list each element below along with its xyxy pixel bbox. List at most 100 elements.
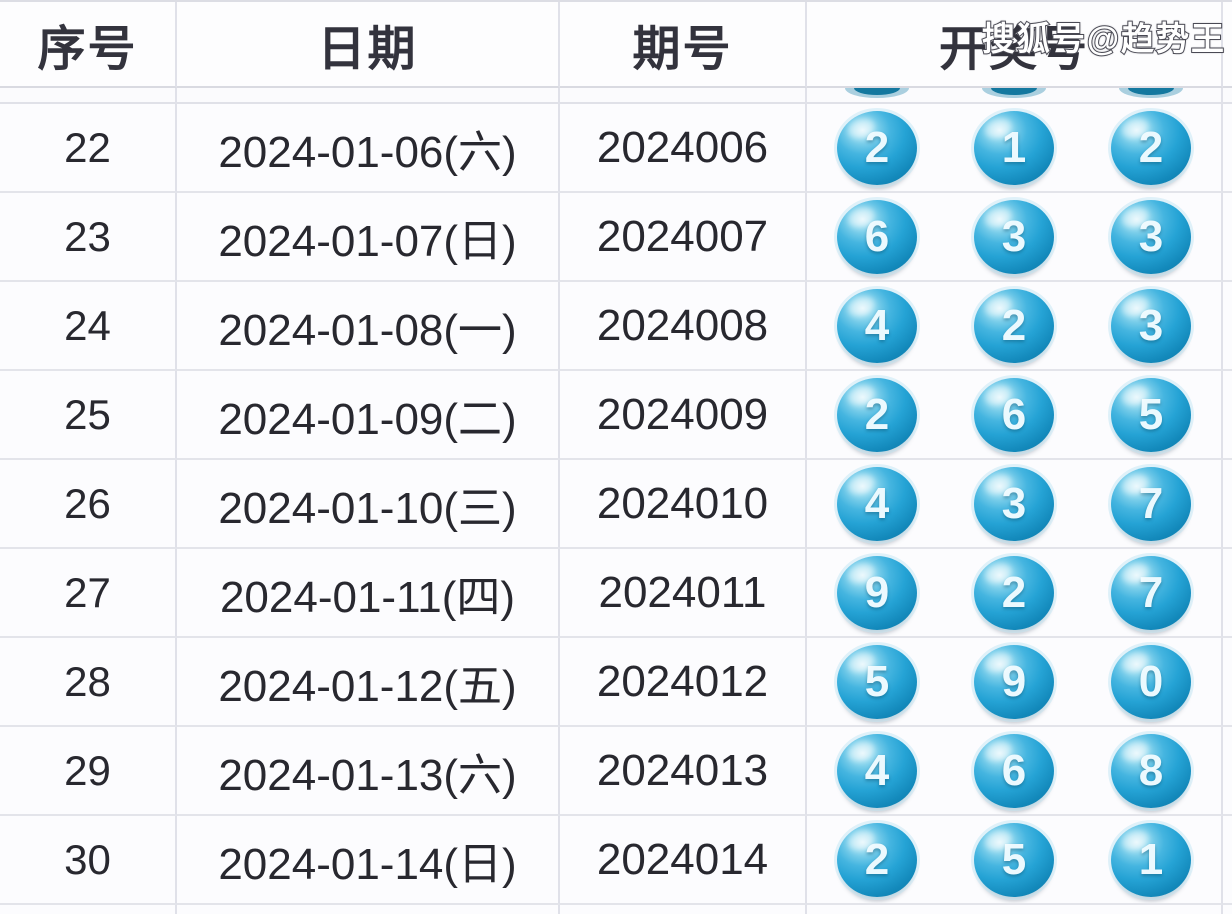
partial-date-cell [177,88,560,104]
row-cutoff-cell [1223,371,1232,460]
row-seq: 23 [0,193,177,282]
ball-number: 3 [1138,300,1164,350]
lottery-ball: 4 [837,288,917,363]
watermark: 搜狐号@趋势王 [981,19,1226,58]
header-issue: 期号 [560,2,807,88]
row-cutoff-cell [1223,727,1232,816]
ball-number: 6 [1001,389,1027,439]
lottery-ball: 6 [974,733,1054,808]
ball-number: 8 [1138,745,1164,795]
ball-number: 0 [1138,656,1164,706]
ball-number: 2 [1001,300,1027,350]
ball-number: 4 [864,745,890,795]
row-date: 2024-01-07(日) [177,193,560,282]
lottery-ball: 2 [837,110,917,185]
row-issue: 2024006 [560,104,807,193]
table-header-row: 序号 日期 期号 开奖号 [0,2,1232,88]
row-cutoff-cell [1223,193,1232,282]
lottery-ball: 2 [974,288,1054,363]
ball-number: 4 [864,478,890,528]
partial-cutoff-cell [1223,88,1232,104]
ball-number: 7 [1138,567,1164,617]
row-winning-numbers: 2 5 1 [807,816,1223,905]
row-seq: 30 [0,816,177,905]
row-winning-numbers: 4 6 8 [807,727,1223,816]
row-date: 2024-01-11(四) [177,549,560,638]
lottery-ball: 2 [837,822,917,897]
row-date: 2024-01-14(日) [177,816,560,905]
row-issue: 2024010 [560,460,807,549]
lottery-ball: 7 [1111,466,1191,541]
ball-bottom-sliver [1119,88,1183,98]
ball-bottom-sliver [845,88,909,98]
row-date: 2024-01-12(五) [177,638,560,727]
ball-number: 2 [864,389,890,439]
ball-number: 2 [864,834,890,884]
table-row: 23 2024-01-07(日) 2024007 6 3 3 [0,193,1232,282]
lottery-ball: 3 [974,199,1054,274]
ball-number: 1 [1001,122,1027,172]
table-row: 25 2024-01-09(二) 2024009 2 6 5 [0,371,1232,460]
lottery-ball: 3 [1111,288,1191,363]
header-date: 日期 [177,2,560,88]
ball-number: 6 [1001,745,1027,795]
row-seq: 24 [0,282,177,371]
table-row: 24 2024-01-08(一) 2024008 4 2 3 [0,282,1232,371]
ball-number: 9 [864,567,890,617]
lottery-ball: 4 [837,466,917,541]
table-body: 22 2024-01-06(六) 2024006 2 1 2 23 2024-01-07(日)… [0,104,1232,905]
ball-number: 3 [1001,211,1027,261]
row-cutoff-cell [1223,104,1232,193]
lottery-ball: 3 [974,466,1054,541]
row-cutoff-cell [1223,549,1232,638]
header-winning-numbers: 开奖号 [807,2,1223,88]
partial-row-next [0,905,1232,914]
ball-number: 5 [1138,389,1164,439]
row-seq: 28 [0,638,177,727]
lottery-ball: 9 [837,555,917,630]
row-cutoff-cell [1223,282,1232,371]
row-seq: 27 [0,549,177,638]
row-cutoff-cell [1223,460,1232,549]
row-winning-numbers: 6 3 3 [807,193,1223,282]
lottery-ball: 4 [837,733,917,808]
lottery-ball: 1 [1111,822,1191,897]
ball-number: 3 [1001,478,1027,528]
lottery-ball: 3 [1111,199,1191,274]
ball-number: 5 [1001,834,1027,884]
lottery-ball: 2 [974,555,1054,630]
lottery-ball: 8 [1111,733,1191,808]
ball-number: 4 [864,300,890,350]
ball-bottom-sliver [982,88,1046,98]
row-issue: 2024011 [560,549,807,638]
ball-number: 2 [1001,567,1027,617]
row-date: 2024-01-13(六) [177,727,560,816]
row-issue: 2024007 [560,193,807,282]
ball-number: 3 [1138,211,1164,261]
ball-number: 2 [1138,122,1164,172]
partial-seq-cell [0,88,177,104]
ball-number: 6 [864,211,890,261]
row-issue: 2024009 [560,371,807,460]
lottery-ball: 5 [837,644,917,719]
row-issue: 2024013 [560,727,807,816]
row-date: 2024-01-10(三) [177,460,560,549]
ball-number: 1 [1138,834,1164,884]
lottery-ball: 2 [1111,110,1191,185]
row-seq: 25 [0,371,177,460]
row-seq: 26 [0,460,177,549]
lottery-ball: 6 [974,377,1054,452]
lottery-ball: 5 [1111,377,1191,452]
ball-number: 7 [1138,478,1164,528]
lottery-ball: 0 [1111,644,1191,719]
row-winning-numbers: 2 6 5 [807,371,1223,460]
partial-balls-cell [807,88,1223,104]
row-winning-numbers: 9 2 7 [807,549,1223,638]
table-row: 28 2024-01-12(五) 2024012 5 9 0 [0,638,1232,727]
partial-row-previous [0,88,1232,104]
lottery-ball: 6 [837,199,917,274]
row-issue: 2024012 [560,638,807,727]
table-row: 27 2024-01-11(四) 2024011 9 2 7 [0,549,1232,638]
lottery-ball: 7 [1111,555,1191,630]
